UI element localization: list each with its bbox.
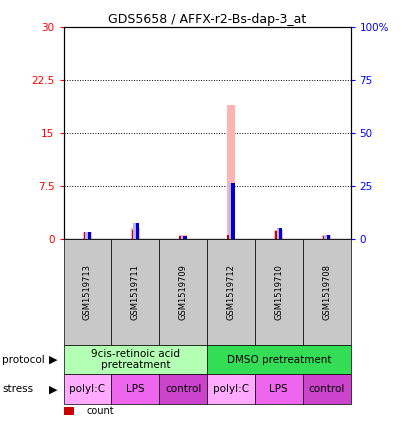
Bar bbox=[231, 183, 234, 239]
Bar bbox=[274, 230, 282, 239]
Bar bbox=[226, 105, 235, 239]
Text: ▶: ▶ bbox=[49, 384, 57, 394]
Bar bbox=[322, 236, 326, 239]
Bar bbox=[324, 235, 328, 239]
Text: GSM1519708: GSM1519708 bbox=[321, 264, 330, 320]
Bar bbox=[131, 230, 135, 239]
Bar bbox=[133, 223, 137, 239]
Text: DMSO pretreatment: DMSO pretreatment bbox=[226, 354, 330, 365]
Bar bbox=[85, 232, 90, 239]
Text: count: count bbox=[86, 406, 113, 416]
Bar bbox=[326, 235, 330, 239]
Text: GSM1519709: GSM1519709 bbox=[178, 264, 187, 320]
Text: protocol: protocol bbox=[2, 354, 45, 365]
Text: stress: stress bbox=[2, 384, 33, 394]
Bar bbox=[228, 183, 233, 239]
Bar bbox=[179, 236, 182, 239]
Bar bbox=[135, 223, 139, 239]
Bar bbox=[279, 228, 282, 239]
Text: GSM1519710: GSM1519710 bbox=[274, 264, 283, 320]
Bar bbox=[183, 236, 187, 239]
Text: GSM1519713: GSM1519713 bbox=[83, 264, 92, 320]
Text: control: control bbox=[308, 384, 344, 394]
Text: 9cis-retinoic acid
pretreatment: 9cis-retinoic acid pretreatment bbox=[90, 349, 180, 371]
Bar bbox=[180, 236, 185, 239]
Bar bbox=[227, 236, 230, 239]
Text: polyI:C: polyI:C bbox=[69, 384, 105, 394]
Text: polyI:C: polyI:C bbox=[212, 384, 248, 394]
Text: ▶: ▶ bbox=[49, 354, 57, 365]
Bar bbox=[276, 228, 280, 239]
Bar bbox=[83, 232, 87, 239]
Title: GDS5658 / AFFX-r2-Bs-dap-3_at: GDS5658 / AFFX-r2-Bs-dap-3_at bbox=[108, 14, 306, 26]
Text: GSM1519711: GSM1519711 bbox=[130, 264, 139, 320]
Bar bbox=[83, 232, 92, 239]
Bar bbox=[88, 232, 91, 239]
Bar bbox=[274, 231, 278, 239]
Bar bbox=[131, 228, 139, 239]
Text: LPS: LPS bbox=[269, 384, 288, 394]
Text: GSM1519712: GSM1519712 bbox=[226, 264, 235, 320]
Text: LPS: LPS bbox=[126, 384, 144, 394]
Bar bbox=[321, 236, 330, 239]
Bar bbox=[178, 236, 187, 239]
Text: control: control bbox=[164, 384, 201, 394]
